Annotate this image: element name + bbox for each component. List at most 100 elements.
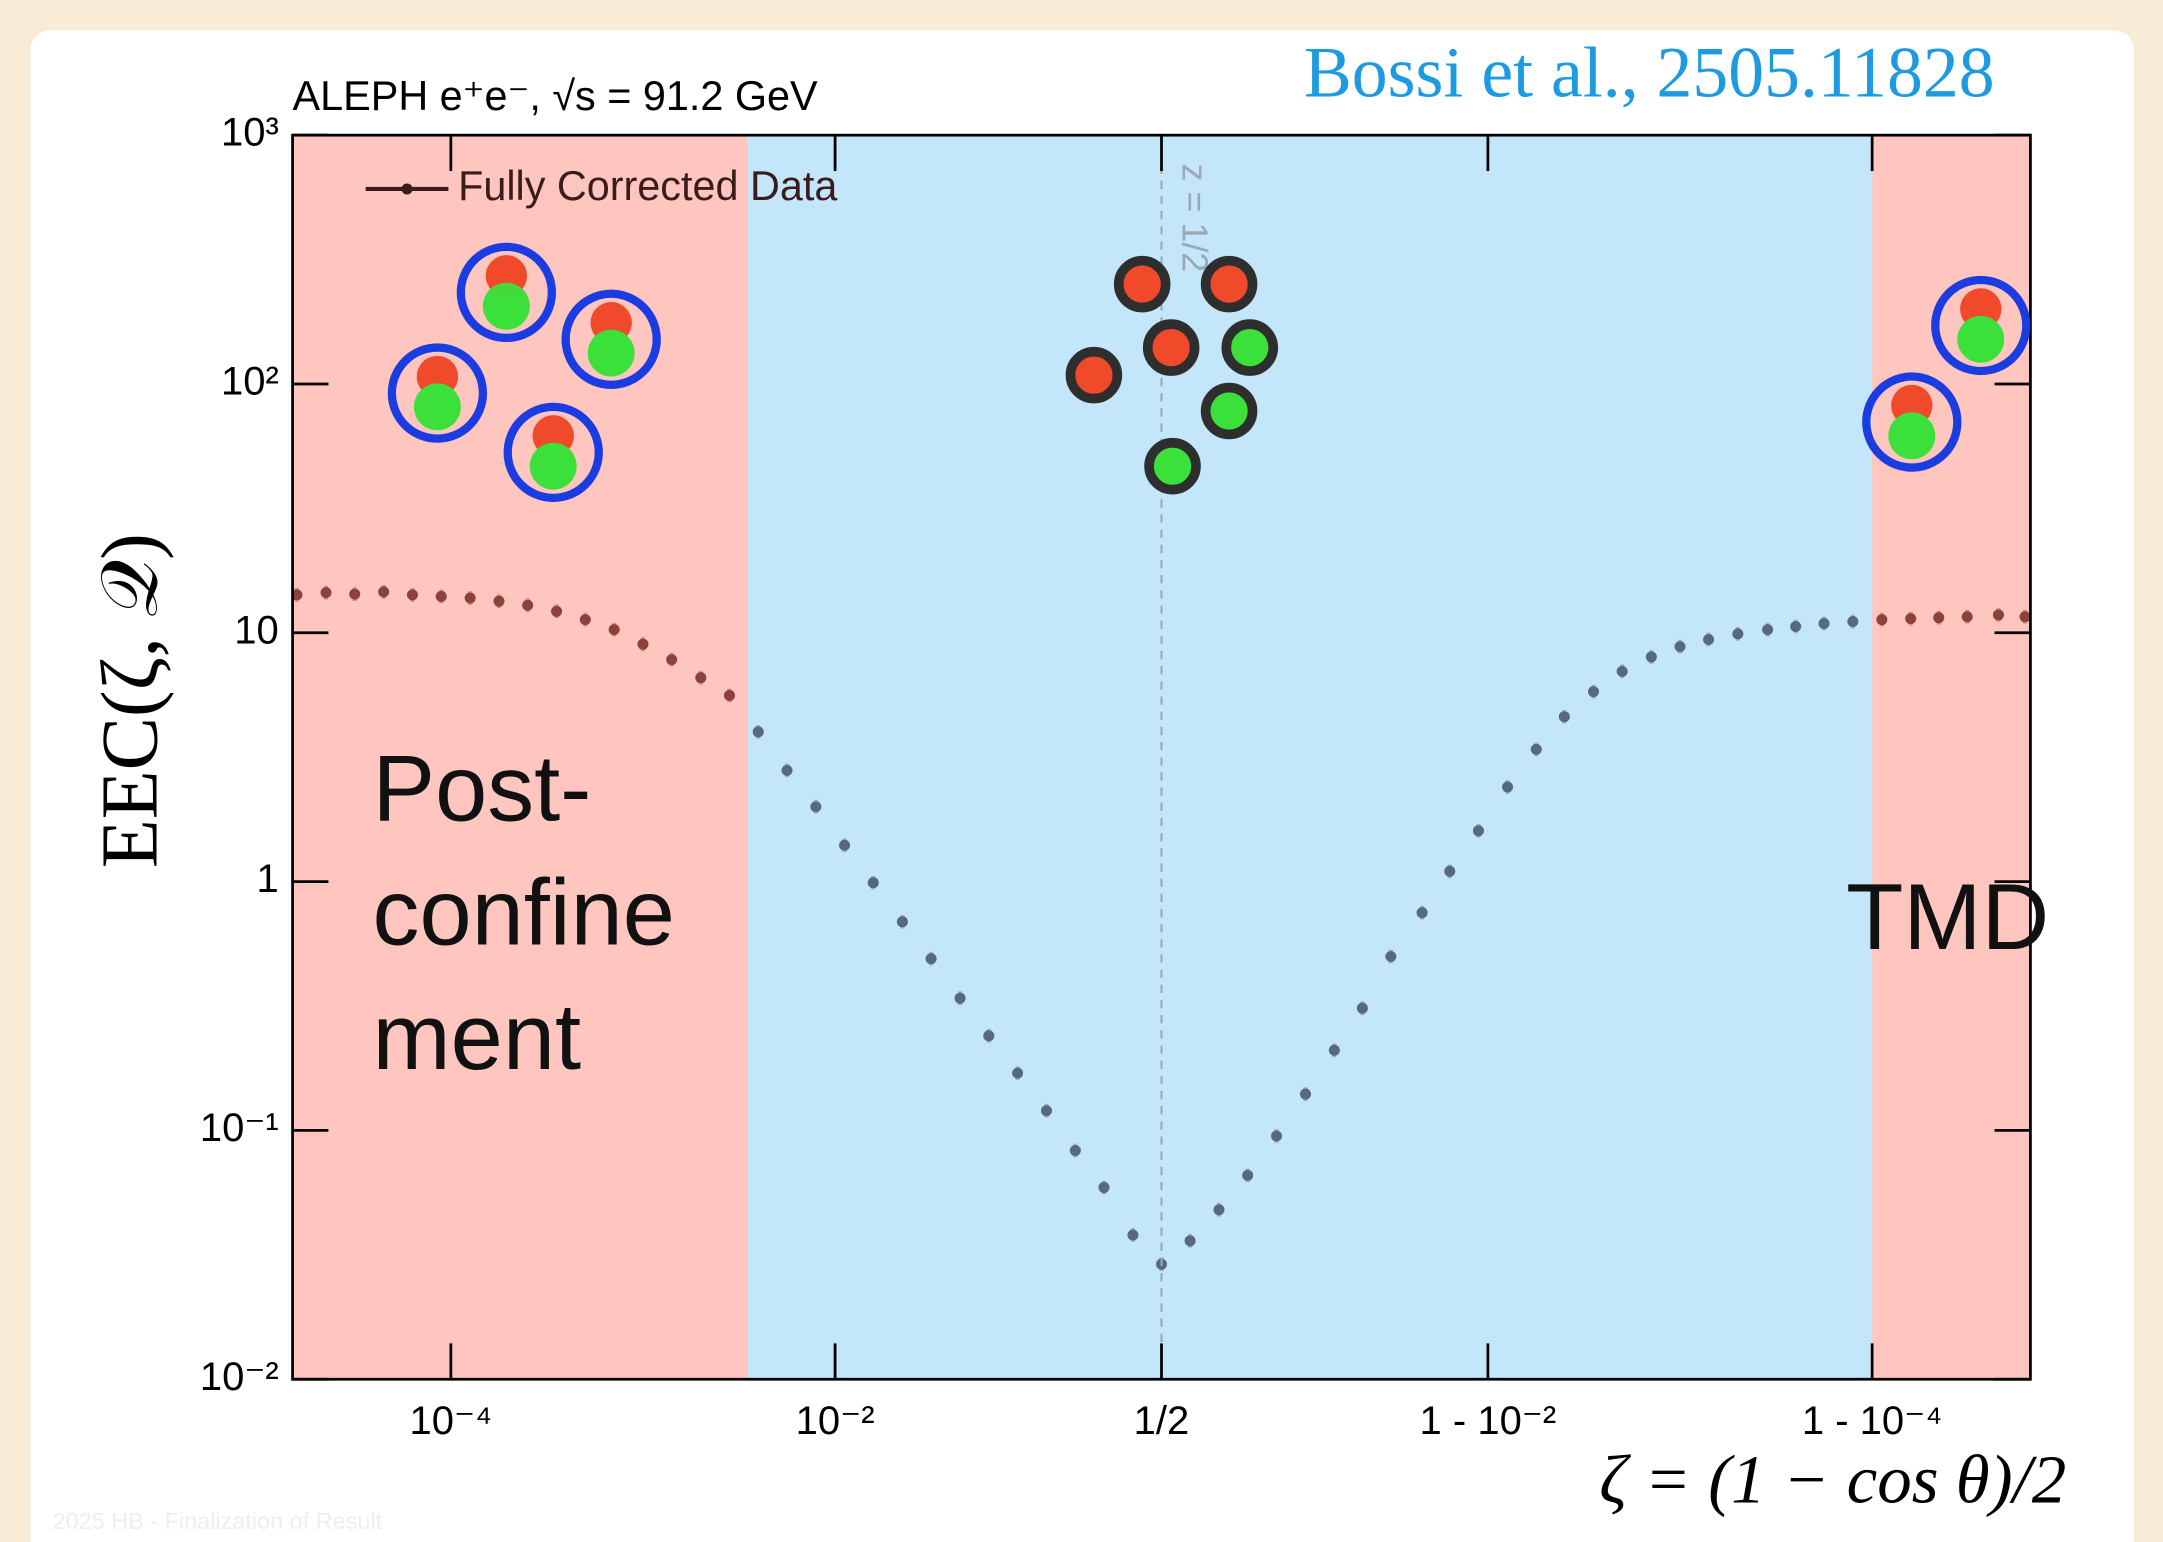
chart-title: ALEPH e⁺e⁻, √s = 91.2 GeV [293, 73, 818, 119]
y-axis-label: EEC(ζ, 𝒬) [86, 533, 174, 868]
hadron [1931, 275, 2031, 376]
x-tick-label: 1 - 10⁻² [1420, 1399, 1557, 1443]
data-point [1762, 624, 1774, 636]
data-point [1040, 1105, 1053, 1117]
legend-label: Fully Corrected Data [458, 163, 837, 209]
data-point [1530, 743, 1542, 755]
data-point [954, 992, 966, 1004]
region-label: ment [373, 984, 581, 1089]
data-point [320, 587, 332, 599]
data-point [1385, 950, 1397, 963]
data-point [1328, 1044, 1340, 1056]
hadron [456, 242, 557, 343]
data-point [781, 764, 793, 776]
hadron [1862, 372, 1962, 472]
y-tick-label: 1 [257, 857, 279, 901]
plot-under [291, 585, 2031, 1272]
data-point [867, 877, 879, 889]
data-point [983, 1030, 995, 1042]
y-tick-label: 10⁻² [200, 1355, 279, 1399]
data-point [1645, 651, 1657, 663]
parton-icons [1065, 255, 1279, 495]
data-point [1905, 613, 1917, 625]
data-point [810, 801, 822, 813]
parton [1113, 255, 1171, 313]
data-point [1069, 1145, 1081, 1157]
region-label: confine [373, 860, 675, 965]
x-tick-label: 1/2 [1134, 1399, 1190, 1443]
data-point [1299, 1088, 1312, 1100]
data-point [695, 672, 707, 684]
data-point [1790, 620, 1802, 633]
data-point [1127, 1229, 1139, 1241]
data-point [925, 953, 937, 965]
data-point [2019, 611, 2031, 623]
data-point [1558, 711, 1570, 723]
data-point [839, 839, 851, 851]
data-point [1732, 628, 1744, 640]
x-tick-label: 10⁻⁴ [409, 1399, 492, 1443]
y-tick-label: 10 [234, 608, 278, 652]
parton [1200, 255, 1258, 313]
data-point [1847, 616, 1859, 628]
parton [1144, 437, 1201, 495]
data-point [1213, 1204, 1225, 1216]
data-point [551, 605, 563, 617]
data-point [291, 589, 303, 601]
data-point [1416, 907, 1428, 919]
x-axis-label: ζ = (1 − cos θ)/2 [1599, 1442, 2066, 1518]
hadron [561, 289, 661, 389]
legend-marker [401, 183, 413, 195]
parton [1200, 382, 1258, 440]
data-point [493, 595, 505, 607]
data-point [1098, 1181, 1110, 1193]
data-point [522, 599, 534, 611]
region [747, 135, 1873, 1380]
data-point [1502, 781, 1514, 793]
data-point [1270, 1130, 1283, 1142]
data-point [464, 592, 476, 604]
data-point [1992, 609, 2004, 621]
footer: 2025 HB - Finalization of Result [53, 1508, 383, 1534]
y-tick-label: 10² [221, 360, 279, 404]
parton [1142, 319, 1200, 376]
data-point [1616, 665, 1628, 677]
data-point [1674, 641, 1686, 653]
data-point [406, 589, 418, 601]
data-point [1587, 686, 1600, 698]
data-point [1012, 1067, 1024, 1079]
data-point [1818, 617, 1830, 630]
data-point [637, 638, 649, 650]
hadron [387, 343, 488, 443]
data-point [1876, 614, 1888, 626]
hadron-icons [387, 242, 2031, 503]
data-point [1356, 1002, 1368, 1014]
data-point [1703, 633, 1715, 646]
parton [1065, 346, 1123, 404]
region [292, 135, 748, 1380]
data-point [1184, 1235, 1196, 1247]
data-point [378, 586, 390, 598]
data-point [1242, 1169, 1254, 1181]
parton [1221, 319, 1279, 376]
data-point [435, 590, 447, 602]
plot-over: z = 1/2 10⁻⁴ 10⁻² 1/2 1 - 10⁻² 1 - 10⁻⁴ 10⁻² 10… [200, 111, 2049, 1443]
data-point [896, 916, 908, 928]
y-tick-label: 10³ [221, 111, 279, 155]
data-point [1961, 611, 1973, 623]
data-point [1444, 865, 1456, 877]
data-point [752, 726, 764, 738]
x-tick-label: 1 - 10⁻⁴ [1802, 1399, 1943, 1443]
region-label: TMD [1846, 864, 2049, 969]
y-tick-label: 10⁻¹ [200, 1106, 279, 1150]
x-tick-label: 10⁻² [796, 1399, 875, 1443]
data-point [723, 689, 735, 701]
region [1872, 135, 2031, 1380]
data-point [1933, 612, 1945, 624]
data-point [579, 614, 591, 626]
data-point [1472, 825, 1484, 837]
data-point [349, 588, 361, 600]
data-point [608, 624, 620, 636]
